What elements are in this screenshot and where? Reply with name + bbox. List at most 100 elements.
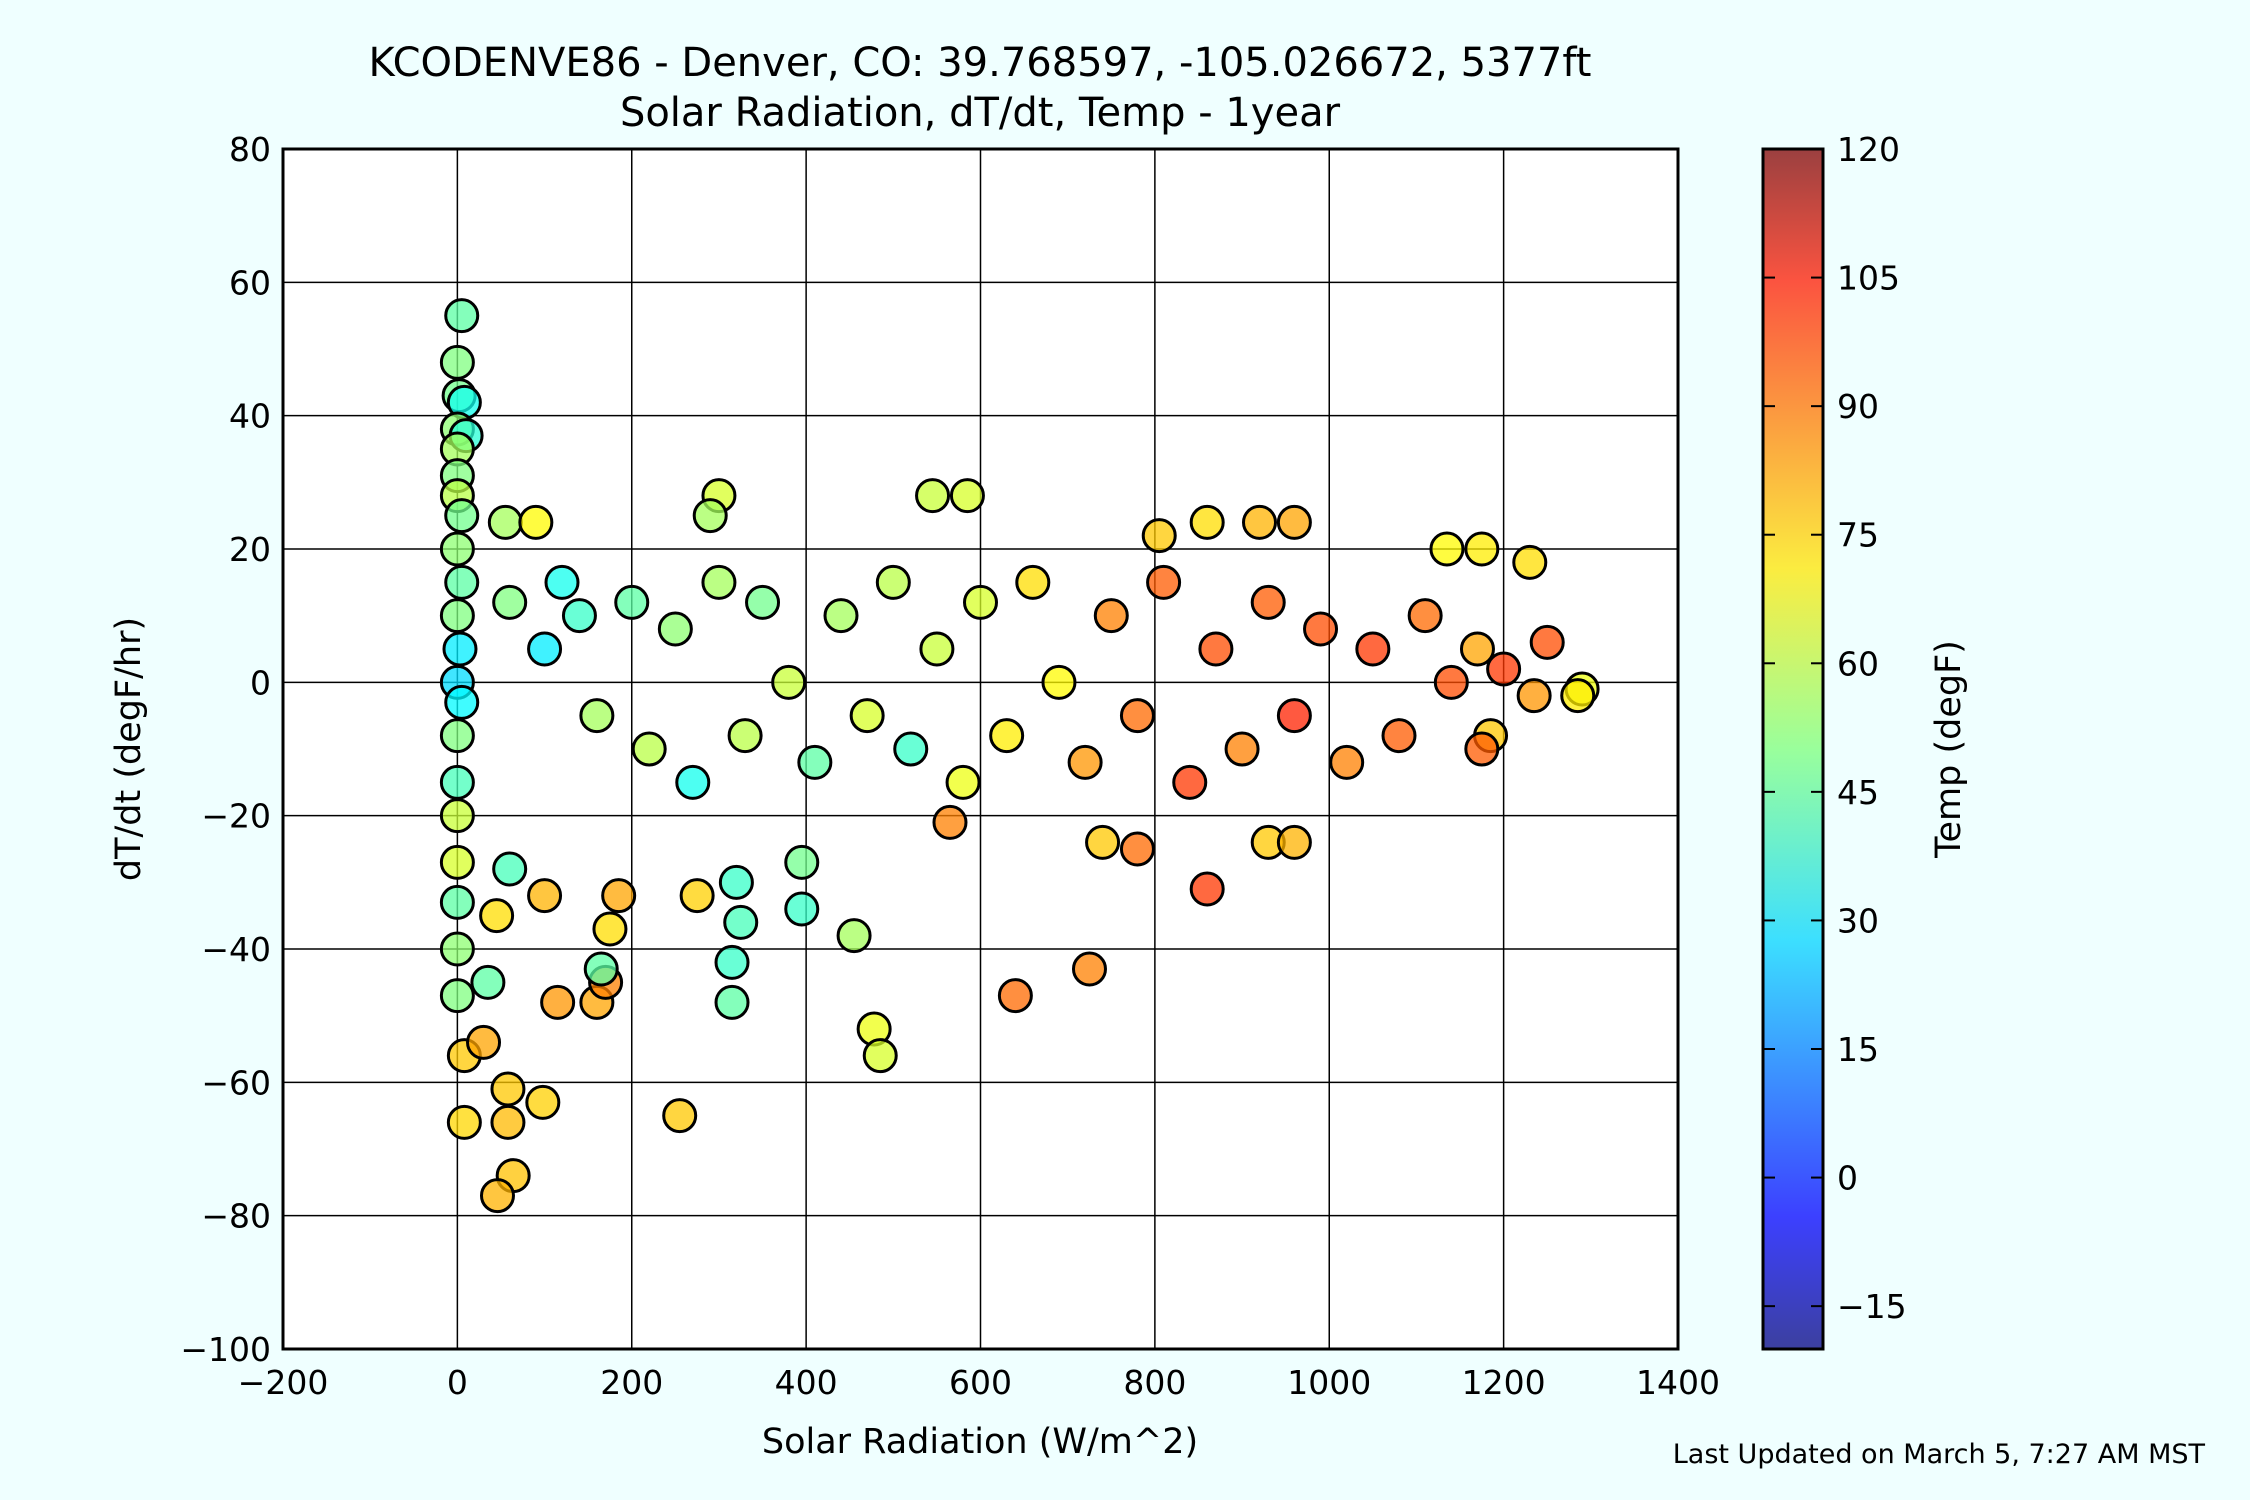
data-point <box>1459 631 1495 667</box>
data-point <box>439 978 475 1014</box>
data-point <box>1276 824 1312 860</box>
x-tick-label: 1000 <box>1287 1363 1371 1402</box>
colorbar-tick-label: 30 <box>1837 901 1879 940</box>
data-point <box>1464 731 1500 767</box>
data-point <box>727 718 763 754</box>
y-tick-labels: −100 −80 −60 −40 −20 0 20 40 60 80 <box>180 130 271 1369</box>
y-tick-label: 60 <box>229 263 271 302</box>
data-point <box>1486 651 1522 687</box>
data-point <box>1224 731 1260 767</box>
data-point <box>657 611 693 647</box>
data-point <box>862 1038 898 1074</box>
data-point <box>714 984 750 1020</box>
data-point <box>1407 598 1443 634</box>
data-point <box>439 531 475 567</box>
data-point <box>466 1024 502 1060</box>
data-point <box>675 764 711 800</box>
data-point <box>601 878 637 914</box>
data-point <box>915 478 951 514</box>
data-point <box>492 851 528 887</box>
colorbar-tick-label: 0 <box>1837 1159 1858 1198</box>
data-point <box>525 1084 561 1120</box>
data-point <box>1250 584 1286 620</box>
data-point <box>1355 631 1391 667</box>
data-point <box>1560 678 1596 714</box>
data-point <box>662 1098 698 1134</box>
data-point <box>1071 951 1107 987</box>
data-point <box>989 718 1025 754</box>
data-point <box>849 698 885 734</box>
data-point <box>470 964 506 1000</box>
data-point <box>836 918 872 954</box>
y-tick-label: 20 <box>229 530 271 569</box>
colorbar-label: Temp (degF) <box>1929 640 1969 859</box>
y-tick-label: −40 <box>201 930 271 969</box>
y-tick-label: 40 <box>229 397 271 436</box>
data-point <box>997 978 1033 1014</box>
data-point <box>1529 624 1565 660</box>
data-point <box>1276 504 1312 540</box>
data-point <box>487 504 523 540</box>
data-point <box>692 498 728 534</box>
data-point <box>579 698 615 734</box>
data-point <box>444 498 480 534</box>
y-tick-label: −20 <box>201 797 271 836</box>
data-point <box>679 878 715 914</box>
data-point <box>1085 824 1121 860</box>
chart-subtitle: Solar Radiation, dT/dt, Temp - 1year <box>620 90 1341 136</box>
colorbar-tick-label: 60 <box>1837 644 1879 683</box>
data-point <box>1093 598 1129 634</box>
data-point <box>439 844 475 880</box>
data-point <box>945 764 981 800</box>
data-point <box>718 864 754 900</box>
data-point <box>540 984 576 1020</box>
data-point <box>1429 531 1465 567</box>
x-tick-label: 1200 <box>1462 1363 1546 1402</box>
data-point <box>875 564 911 600</box>
data-point <box>1172 764 1208 800</box>
x-tick-label: 800 <box>1123 1363 1186 1402</box>
data-point <box>784 891 820 927</box>
colorbar-tick-label: 75 <box>1837 516 1879 555</box>
colorbar-tick-labels: −15 0 15 30 45 60 75 90 105 120 <box>1763 130 1907 1326</box>
data-point <box>1189 504 1225 540</box>
data-point <box>771 664 807 700</box>
data-point <box>1381 718 1417 754</box>
data-point <box>442 631 478 667</box>
x-tick-label: 600 <box>949 1363 1012 1402</box>
data-point <box>1041 664 1077 700</box>
data-point <box>439 884 475 920</box>
data-point <box>439 344 475 380</box>
x-tick-labels: −200 0 200 400 600 800 1000 1200 1400 <box>238 1363 1720 1402</box>
data-point <box>631 731 667 767</box>
data-point <box>797 744 833 780</box>
data-point <box>1189 871 1225 907</box>
data-point <box>592 911 628 947</box>
data-point <box>583 951 619 987</box>
data-point <box>1119 698 1155 734</box>
data-point <box>1146 564 1182 600</box>
x-tick-label: 0 <box>447 1363 468 1402</box>
data-point <box>439 931 475 967</box>
colorbar-tick-label: 120 <box>1837 130 1900 169</box>
x-tick-label: 1400 <box>1636 1363 1720 1402</box>
y-tick-label: 0 <box>250 663 271 702</box>
colorbar-tick-label: 90 <box>1837 387 1879 426</box>
data-point <box>527 878 563 914</box>
x-tick-label: −200 <box>238 1363 329 1402</box>
data-point <box>444 298 480 334</box>
data-point <box>614 584 650 620</box>
data-point <box>1516 678 1552 714</box>
y-tick-label: −80 <box>201 1197 271 1236</box>
data-point <box>949 478 985 514</box>
data-point <box>446 1104 482 1140</box>
data-point <box>1119 831 1155 867</box>
data-point <box>1303 611 1339 647</box>
data-point <box>439 718 475 754</box>
y-tick-label: 80 <box>229 130 271 169</box>
data-point <box>1433 664 1469 700</box>
y-axis-label: dT/dt (degF/hr) <box>109 617 149 881</box>
data-point <box>823 598 859 634</box>
colorbar-tick-label: −15 <box>1837 1287 1907 1326</box>
